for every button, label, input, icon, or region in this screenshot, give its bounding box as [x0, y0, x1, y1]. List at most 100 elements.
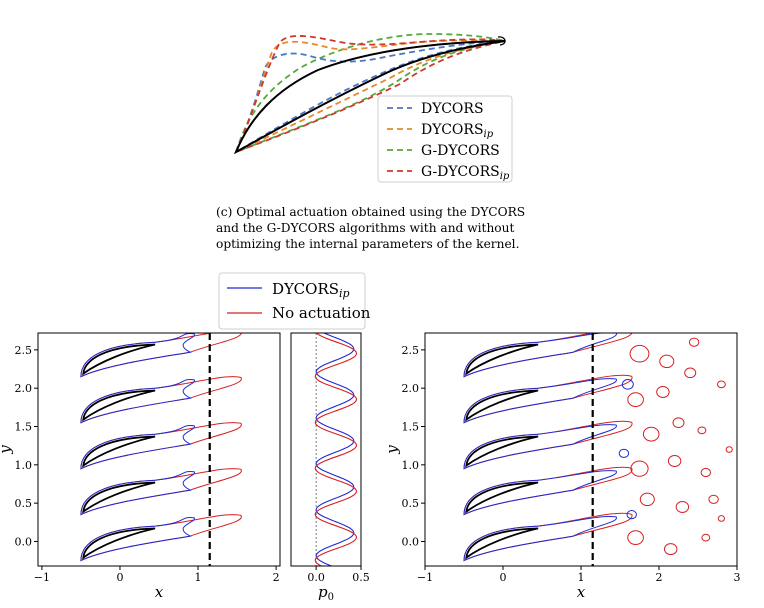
y-tick-label: 0.5 — [402, 497, 420, 510]
vortex-contour — [627, 530, 644, 546]
x-tick-label: 0 — [500, 571, 507, 584]
blade-outline — [82, 389, 156, 422]
vortex-contour — [675, 500, 690, 513]
dycors-ip-contour — [463, 424, 617, 470]
vortex-contour — [672, 417, 685, 428]
top-legend-frame — [377, 95, 513, 183]
no-actuation-contour — [80, 422, 242, 470]
vortex-contour — [621, 379, 634, 390]
y-tick-label: 0.0 — [402, 535, 420, 548]
x-axis-label: p0 — [318, 583, 334, 603]
airfoil-g-dycors — [234, 33, 506, 154]
x-axis-label: x — [577, 583, 586, 601]
dycors-ip-contour — [80, 379, 195, 424]
airfoil-dycors — [234, 40, 506, 155]
y-axis-label: y — [0, 445, 14, 455]
top-legend-label-g-dycors-ip: G-DYCORSip — [421, 164, 510, 182]
x-tick-label: −1 — [34, 571, 50, 584]
vortex-contour — [697, 426, 707, 435]
blade-outline — [465, 481, 539, 514]
bottom-legend: DYCORSip No actuation — [218, 272, 371, 330]
no-actuation-profile — [314, 333, 358, 566]
vortex-contour — [626, 510, 637, 520]
y-tick-label: 2.5 — [15, 344, 33, 357]
bottom-legend-label-no-actuation: No actuation — [272, 304, 371, 322]
dycors-ip-contour — [80, 470, 195, 516]
x-tick-label: 0 — [116, 571, 123, 584]
top-legend-label-g-dycors: G-DYCORS — [421, 143, 500, 159]
dycors-ip-contour — [463, 378, 617, 424]
flow-contours-left — [80, 333, 242, 562]
no-actuation-contour — [80, 514, 242, 562]
vortex-contour — [642, 426, 660, 442]
vortex-contour — [618, 448, 630, 458]
vortex-contour — [630, 460, 649, 477]
x-tick-label: 3 — [734, 571, 741, 584]
top-legend-label-dycors-ip: DYCORSip — [421, 122, 494, 140]
vortex-contour — [684, 367, 697, 379]
vortex-contour — [717, 515, 726, 522]
blade-outline — [82, 435, 156, 468]
x-tick-label: 1 — [578, 571, 585, 584]
blade-outline — [82, 481, 156, 514]
left-panel: −1 0 1 2 0.0 0.5 1.0 1.5 2.0 2.5 x y — [0, 332, 281, 601]
y-tick-label: 1.5 — [15, 421, 33, 434]
y-tick-label: 1.0 — [15, 459, 33, 472]
dycors-ip-contour — [463, 333, 617, 378]
airfoil-g-dycors-ip — [234, 35, 506, 154]
y-tick-label: 0.0 — [15, 535, 33, 548]
vortex-contour — [701, 533, 711, 542]
vortex-contour — [708, 494, 719, 504]
figure-caption: (c) Optimal actuation obtained using the… — [216, 204, 546, 252]
x-tick-label: 1 — [195, 571, 202, 584]
caption-line-3: optimizing the internal parameters of th… — [216, 237, 520, 251]
vortex-contour — [717, 380, 726, 389]
bottom-legend-label-dycors-ip: DYCORSip — [272, 280, 350, 300]
dycors-ip-contour — [80, 333, 195, 378]
vortex-contour — [659, 354, 675, 369]
blade-outline — [465, 343, 539, 376]
x-tick-label: 0.0 — [307, 571, 325, 584]
vortex-contour — [725, 446, 733, 453]
blade-outline — [82, 527, 156, 560]
vortex-contour — [700, 467, 711, 478]
right-panel: −1 0 1 2 3 0.0 0.5 1.0 1.5 2.0 2.5 x y — [383, 332, 741, 601]
dycors-ip-contour — [463, 470, 617, 516]
vortex-contour — [667, 454, 682, 467]
vortex-contour — [688, 337, 700, 347]
y-axis-label: y — [383, 445, 401, 455]
top-legend: DYCORS DYCORSip G-DYCORS G-DYCORSip — [377, 95, 513, 183]
x-tick-label: 2 — [273, 571, 280, 584]
x-tick-label: −1 — [417, 571, 433, 584]
caption-line-1: (c) Optimal actuation obtained using the… — [216, 205, 526, 219]
blade-outline — [465, 435, 539, 468]
caption-line-2: and the G-DYCORS algorithms with and wit… — [216, 221, 515, 235]
blade-outline — [465, 389, 539, 422]
dycors-ip-profile — [315, 333, 355, 566]
dycors-ip-contour — [463, 515, 617, 562]
pressure-profiles — [314, 333, 358, 566]
x-tick-label: 0.5 — [352, 571, 370, 584]
y-tick-label: 2.0 — [402, 382, 420, 395]
vortex-contour — [629, 344, 650, 363]
middle-panel: 0.0 0.5 p0 — [290, 332, 370, 603]
dycors-ip-contour — [80, 516, 195, 562]
airfoil-trailing-edge — [497, 36, 506, 46]
plot-frame — [290, 332, 362, 567]
top-airfoil-figure — [233, 33, 506, 155]
y-tick-label: 1.0 — [402, 459, 420, 472]
top-legend-label-dycors: DYCORS — [421, 101, 484, 117]
x-tick-label: 2 — [656, 571, 663, 584]
y-tick-label: 2.0 — [15, 382, 33, 395]
vortex-contour — [627, 392, 644, 408]
vortex-contour — [656, 386, 670, 399]
dycors-ip-contour — [80, 424, 195, 470]
bottom-legend-frame — [218, 272, 366, 330]
y-tick-label: 1.5 — [402, 421, 420, 434]
no-actuation-contour — [80, 333, 242, 378]
flow-contours-right — [463, 333, 733, 562]
vortex-contour — [664, 543, 678, 556]
vortex-contour — [639, 492, 655, 507]
